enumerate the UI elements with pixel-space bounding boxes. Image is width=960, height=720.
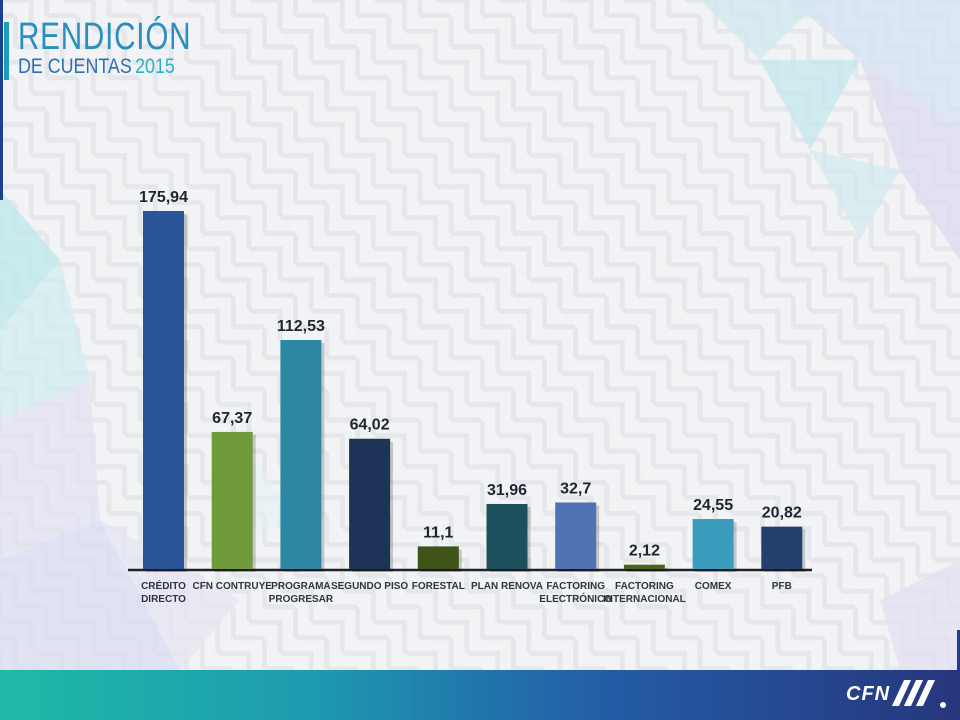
category-label: CFN CONTRUYE bbox=[192, 581, 272, 592]
data-label: 20,82 bbox=[762, 505, 802, 522]
bar bbox=[143, 211, 184, 569]
bar bbox=[211, 431, 253, 569]
category-label-line: PROGRESAR bbox=[269, 594, 334, 605]
category-label-line: DIRECTO bbox=[141, 594, 186, 605]
category-label-line: COMEX bbox=[695, 581, 732, 592]
category-label: FORESTAL bbox=[412, 581, 465, 592]
category-label-line: FACTORING bbox=[615, 581, 674, 592]
data-label: 11,1 bbox=[423, 524, 453, 541]
category-label-line: FORESTAL bbox=[412, 581, 465, 592]
data-label: 112,53 bbox=[277, 318, 325, 335]
category-label-line: PLAN RENOVA bbox=[471, 581, 543, 592]
data-label: 32,7 bbox=[560, 480, 591, 497]
cfn-logo: CFN bbox=[830, 676, 950, 714]
title-accent-bar bbox=[4, 22, 9, 80]
category-label-line: PROGRAMA bbox=[271, 581, 330, 592]
category-label-line: INTERNACIONAL bbox=[603, 594, 686, 605]
bar bbox=[486, 503, 528, 569]
subtitle-year: 2015 bbox=[135, 55, 175, 78]
data-label: 175,94 bbox=[139, 189, 188, 206]
bar bbox=[349, 438, 391, 569]
category-label: FACTORING ELECTRÓNICO bbox=[539, 581, 612, 605]
category-label: PLAN RENOVA bbox=[471, 581, 543, 592]
registered-mark-icon bbox=[940, 702, 946, 708]
bar bbox=[280, 340, 322, 569]
footer-band: CFN bbox=[0, 670, 960, 720]
data-label: 2,12 bbox=[629, 543, 660, 560]
bar bbox=[555, 502, 597, 569]
data-label: 31,96 bbox=[487, 482, 527, 499]
logo-text: CFN bbox=[846, 683, 891, 705]
category-label: CRÉDITO DIRECTO bbox=[141, 579, 186, 605]
bar bbox=[692, 519, 734, 569]
bar-shadow bbox=[626, 567, 668, 572]
data-label: 64,02 bbox=[350, 417, 390, 434]
category-label-line: PFB bbox=[772, 581, 792, 592]
category-label: PFB bbox=[772, 581, 792, 592]
slide-title: RENDICIÓN bbox=[18, 16, 192, 58]
category-label-line: CFN CONTRUYE bbox=[192, 581, 272, 592]
data-label: 24,55 bbox=[693, 497, 733, 514]
bar bbox=[761, 526, 803, 569]
category-label: COMEX bbox=[695, 581, 732, 592]
bar bbox=[623, 564, 665, 569]
subtitle-text: DE CUENTAS bbox=[18, 55, 132, 78]
category-label-line: CRÉDITO bbox=[141, 579, 186, 592]
category-label-line: SEGUNDO PISO bbox=[331, 581, 408, 592]
category-label-line: ELECTRÓNICO bbox=[539, 592, 612, 605]
category-label: PROGRAMA PROGRESAR bbox=[269, 581, 334, 605]
category-label: SEGUNDO PISO bbox=[331, 581, 408, 592]
category-label: FACTORING INTERNACIONAL bbox=[603, 581, 686, 605]
data-label: 67,37 bbox=[212, 410, 252, 427]
bar bbox=[417, 546, 459, 569]
category-label-line: FACTORING bbox=[546, 581, 605, 592]
slide-subtitle: DE CUENTAS 2015 bbox=[18, 56, 175, 78]
